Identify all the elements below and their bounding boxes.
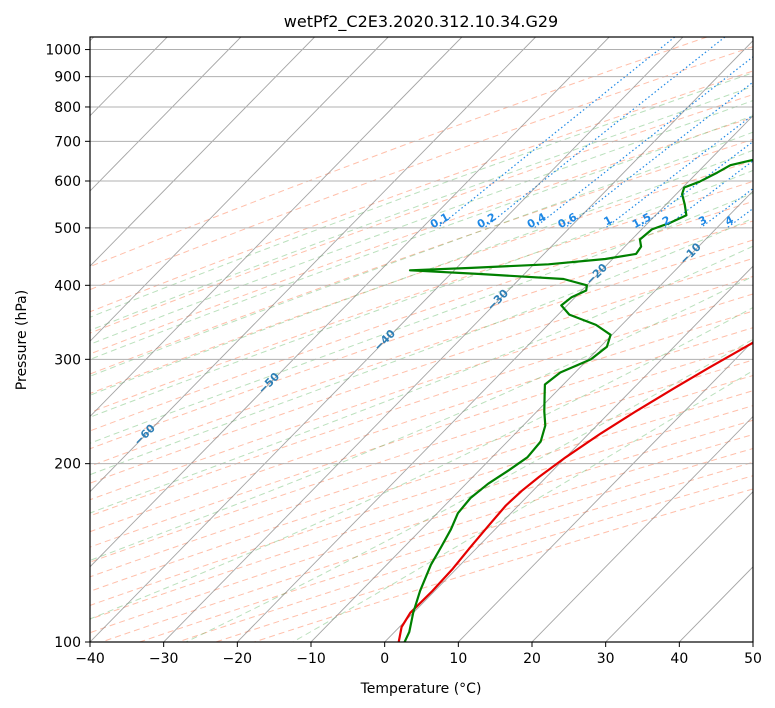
moist-adiabat	[292, 370, 753, 642]
moist-adiabat	[90, 115, 753, 360]
y-tick-label: 400	[54, 278, 81, 294]
dry-adiabat	[90, 327, 753, 548]
x-tick-label: 0	[380, 651, 389, 667]
temperature-profile-line	[397, 341, 753, 642]
mixing-ratio-line	[639, 140, 753, 229]
mixing-ratio-line	[437, 37, 676, 229]
mixing-ratio-line	[483, 37, 726, 229]
dry-adiabat	[90, 70, 753, 313]
moist-adiabat	[185, 338, 753, 642]
y-tick-label: 300	[54, 352, 81, 368]
moist-adiabat	[90, 85, 753, 331]
x-tick-label: 30	[597, 651, 615, 667]
y-axis-title: Pressure (hPa)	[14, 290, 30, 390]
dry-adiabat	[90, 200, 753, 432]
y-tick-label: 700	[54, 134, 81, 150]
dry-adiabat	[90, 116, 753, 355]
y-tick-label: 500	[54, 221, 81, 237]
isotherm-line	[90, 37, 242, 192]
isotherm-line	[605, 491, 753, 642]
dry-adiabat	[90, 257, 753, 484]
dry-adiabat	[177, 461, 753, 642]
dry-adiabat	[139, 447, 753, 642]
isotherm-line	[90, 37, 315, 267]
moist-adiabat	[90, 192, 753, 444]
isotherm-line	[90, 37, 389, 342]
dry-adiabat	[90, 180, 753, 413]
isotherm-line	[236, 115, 753, 642]
x-axis-title: Temperature (°C)	[360, 681, 482, 697]
dry-adiabat	[101, 433, 753, 642]
isotherm-line	[163, 40, 753, 642]
dry-adiabat	[90, 275, 753, 501]
dry-adiabat	[90, 343, 753, 563]
dewpoint-profile-line	[403, 158, 753, 642]
x-tick-label: 40	[670, 651, 688, 667]
dry-adiabat	[254, 488, 753, 642]
isotherm-line	[90, 37, 536, 493]
moist-adiabat	[90, 99, 753, 345]
x-tick-label: −10	[296, 651, 326, 667]
chart-title: wetPf2_C2E3.2020.312.10.34.G29	[284, 12, 558, 32]
moist-adiabat	[90, 72, 753, 318]
profile-lines	[397, 158, 753, 642]
y-tick-label: 800	[54, 100, 81, 116]
moist-adiabat	[90, 217, 753, 476]
x-tick-label: −20	[223, 651, 253, 667]
dry-adiabat	[90, 220, 753, 450]
isotherm-line	[457, 340, 753, 642]
dry-adiabat	[90, 239, 753, 467]
x-tick-label: −40	[75, 651, 105, 667]
dry-adiabat	[90, 359, 753, 578]
y-tick-label: 1000	[45, 43, 81, 59]
plot-frame	[89, 36, 754, 643]
x-tick-label: 10	[449, 651, 467, 667]
isotherm-line	[90, 37, 610, 568]
isotherm-line	[90, 37, 684, 642]
x-tick-label: 20	[523, 651, 541, 667]
mixing-ratio-line	[564, 81, 753, 229]
isotherm-line	[310, 190, 753, 642]
isotherm-line	[531, 415, 753, 642]
dry-adiabat	[90, 310, 753, 533]
isotherm-line	[384, 265, 753, 642]
y-tick-label: 100	[54, 635, 81, 651]
x-tick-label: 50	[744, 651, 762, 667]
y-tick-label: 200	[54, 457, 81, 473]
y-tick-label: 600	[54, 174, 81, 190]
isotherm-line	[90, 37, 463, 418]
dry-adiabat	[215, 475, 753, 642]
dry-adiabat	[90, 94, 753, 334]
y-tick-label: 900	[54, 70, 81, 86]
x-tick-label: −30	[149, 651, 179, 667]
axes: −40 −30 −20 −10 0 10 20 30 40 50 100 200 300 400 500 60…	[45, 43, 762, 667]
dry-adiabat	[90, 37, 708, 268]
moist-adiabat	[90, 275, 753, 562]
background-guides	[90, 37, 753, 642]
